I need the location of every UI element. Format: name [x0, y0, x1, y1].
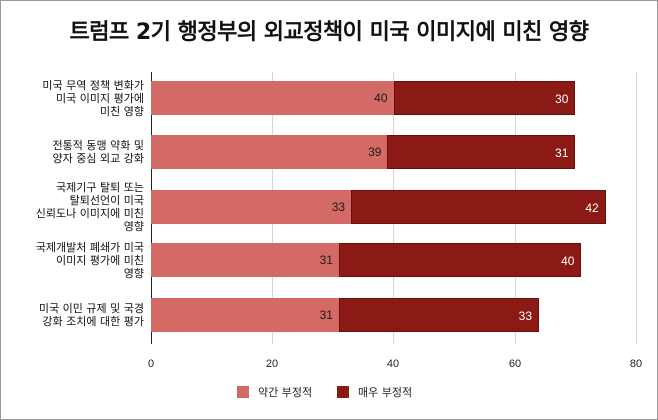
category-label-line: 전통적 동맹 약화 및 [52, 139, 144, 152]
category-label-line: 국제기구 탈퇴 또는 [56, 181, 144, 194]
bar-slightly-negative[interactable]: 31 [151, 298, 339, 332]
category-label: 미국 이민 규제 및 국경 강화 조치에 대한 평가 [8, 302, 144, 328]
category-label-line: 미국 이민 규제 및 국경 [38, 302, 144, 315]
bar-value-label: 40 [561, 254, 575, 268]
legend-swatch-slightly-negative [237, 386, 249, 398]
x-tick-80: 80 [629, 358, 643, 370]
bar-slightly-negative[interactable]: 33 [151, 190, 352, 224]
category-label-line: 미친 영향 [100, 104, 144, 118]
bar-slightly-negative[interactable]: 31 [151, 243, 339, 277]
legend-label: 매우 부정적 [358, 386, 413, 399]
bar-value-label: 31 [555, 146, 569, 160]
bar-value-label: 39 [368, 145, 382, 159]
category-label-line: 영향 [123, 220, 144, 233]
legend-swatch-very-negative [337, 386, 349, 398]
category-label-line: 탈퇴선언이 미국 [69, 194, 144, 207]
bar-value-label: 42 [585, 201, 599, 215]
bar-very-negative[interactable]: 30 [393, 81, 576, 115]
bar-value-label: 31 [319, 308, 333, 322]
legend: 약간 부정적 매우 부정적 [0, 384, 658, 400]
bar-value-label: 33 [518, 309, 532, 323]
category-label-line: 국제개발처 폐쇄가 미국 [35, 240, 144, 254]
gridline-80 [636, 72, 637, 344]
category-label-line: 이미지 평가에 미친 [56, 253, 144, 267]
category-label: 국제기구 탈퇴 또는 탈퇴선언이 미국 신뢰도나 이미지에 미친 영향 [8, 181, 144, 233]
category-label-line: 신뢰도나 이미지에 미친 [35, 207, 144, 220]
category-label-line: 미국 무역 정책 변화가 [42, 78, 144, 92]
bar-slightly-negative[interactable]: 39 [151, 135, 388, 169]
bar-very-negative[interactable]: 33 [338, 298, 539, 332]
bar-value-label: 40 [374, 91, 388, 105]
category-label: 전통적 동맹 약화 및 양자 중심 외교 강화 [8, 139, 144, 165]
bar-value-label: 33 [331, 200, 346, 214]
bar-very-negative[interactable]: 40 [338, 243, 582, 277]
legend-item-slightly-negative[interactable]: 약간 부정적 [237, 384, 312, 400]
legend-label: 약간 부정적 [258, 386, 313, 399]
x-tick-20: 20 [265, 358, 279, 370]
category-label-line: 양자 중심 외교 강화 [52, 152, 144, 165]
chart-title: 트럼프 2기 행정부의 외교정책이 미국 이미지에 미친 영향 [69, 20, 589, 45]
category-label-line: 영향 [123, 266, 144, 280]
x-tick-40: 40 [386, 358, 400, 370]
x-tick-0: 0 [147, 358, 155, 370]
category-label: 국제개발처 폐쇄가 미국 이미지 평가에 미친 영향 [8, 241, 144, 280]
bar-very-negative[interactable]: 31 [387, 135, 576, 169]
category-label: 미국 무역 정책 변화가 미국 이미지 평가에 미친 영향 [8, 79, 144, 118]
bar-value-label: 31 [319, 253, 333, 267]
x-tick-60: 60 [508, 358, 522, 370]
bar-value-label: 30 [555, 92, 569, 106]
bar-very-negative[interactable]: 42 [351, 190, 606, 224]
category-label-line: 강화 조치에 대한 평가 [42, 315, 144, 328]
legend-item-very-negative[interactable]: 매우 부정적 [337, 384, 412, 400]
bar-slightly-negative[interactable]: 40 [151, 81, 394, 115]
category-label-line: 미국 이미지 평가에 [56, 91, 144, 105]
